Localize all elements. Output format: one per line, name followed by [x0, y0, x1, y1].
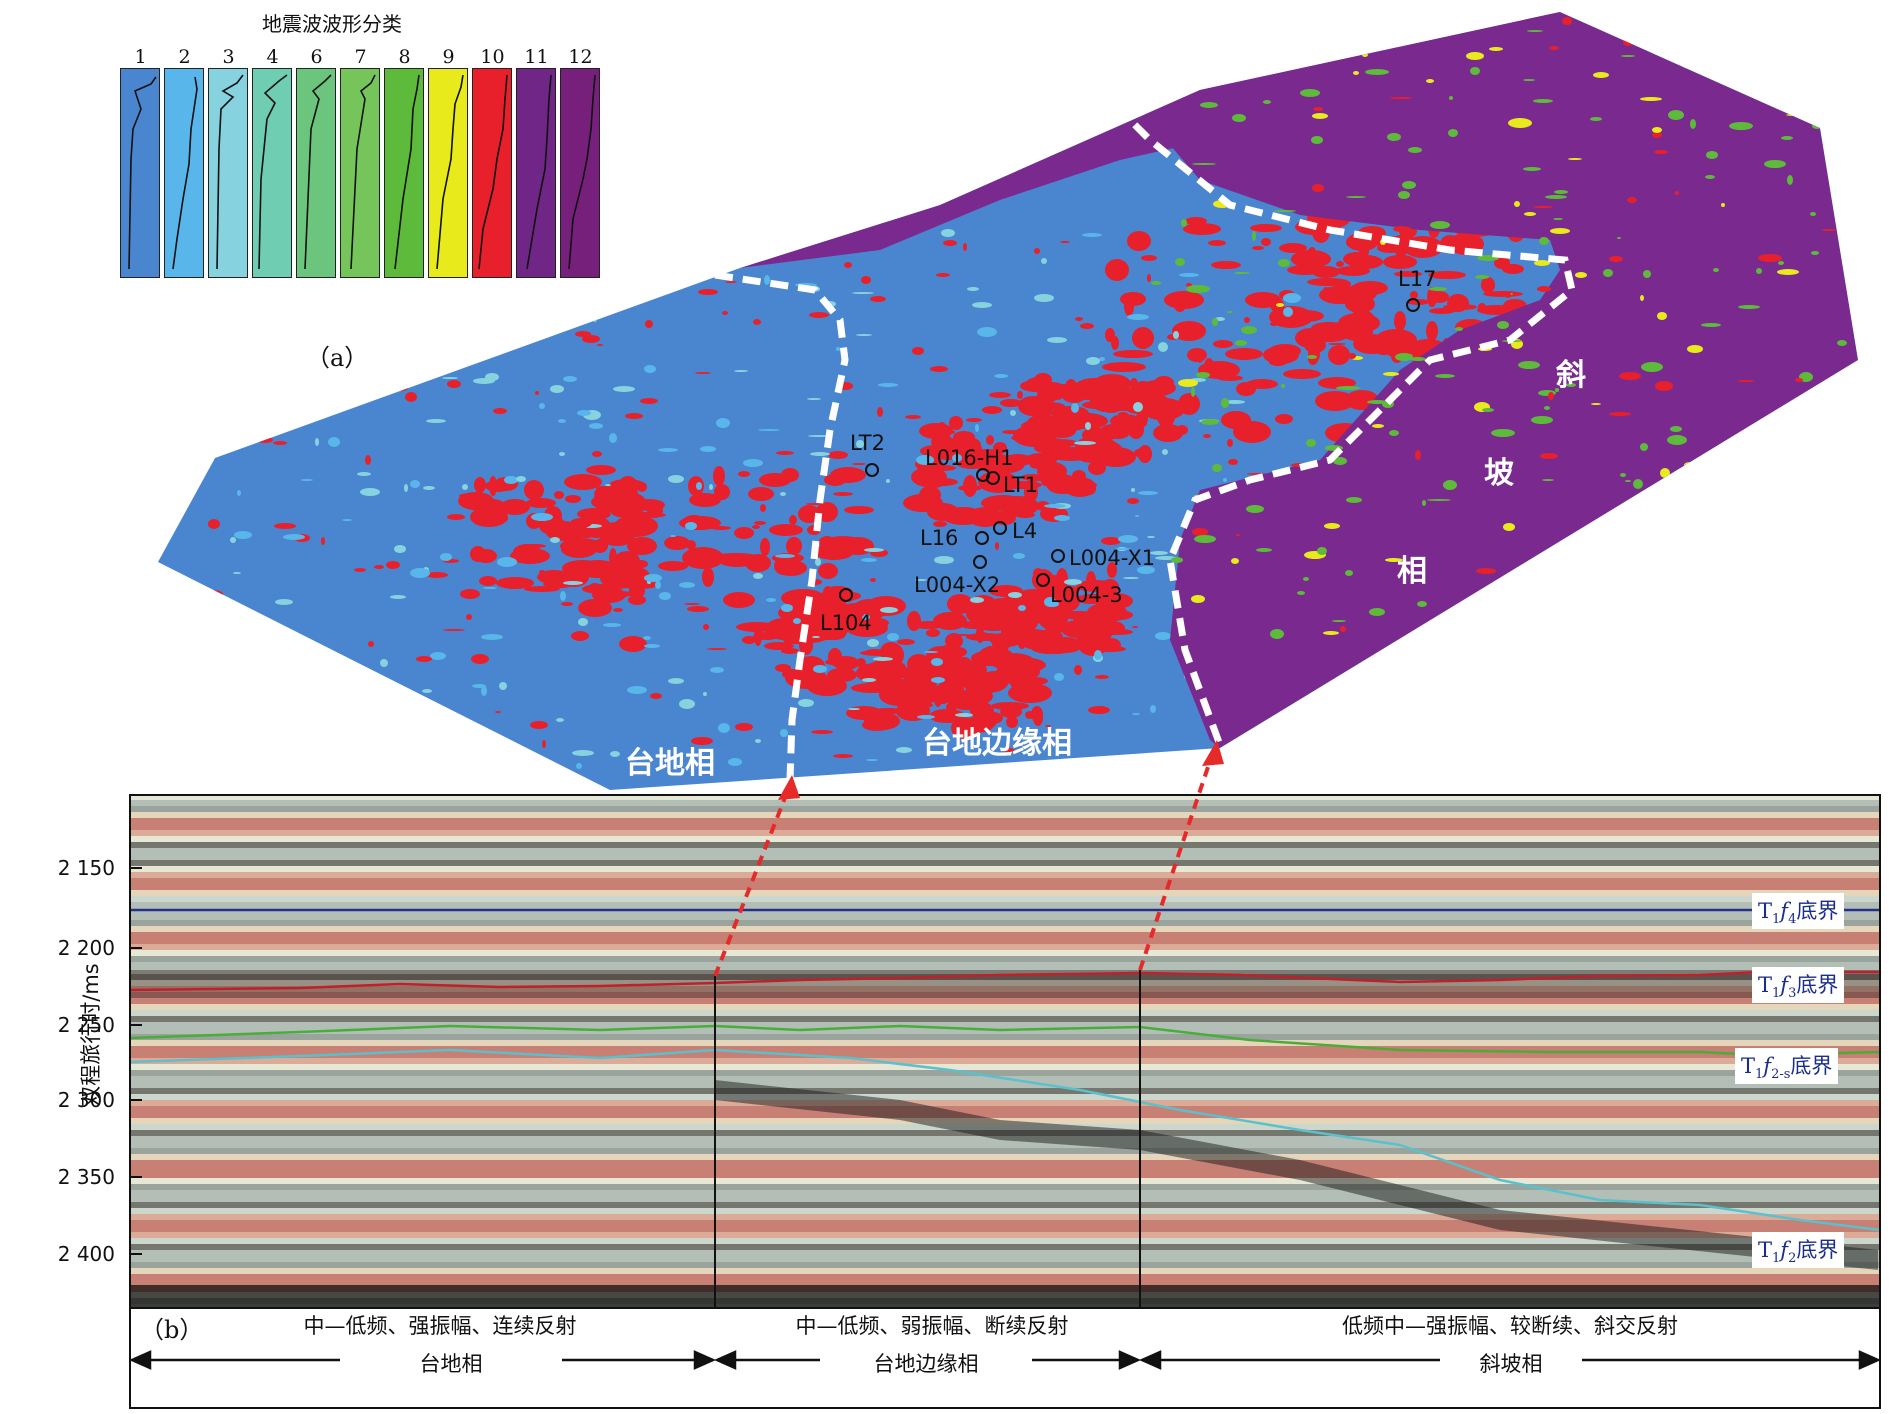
- segment-2-description: 中—低频、弱振幅、断续反射: [795, 1314, 1069, 1338]
- segment-2-facies: 台地边缘相: [820, 1348, 1032, 1378]
- well-marker: [865, 463, 879, 477]
- legend-class-number: 1: [134, 46, 147, 68]
- legend-class-number: 12: [568, 46, 593, 68]
- legend-class-swatch: [472, 68, 512, 278]
- horizon-label-tf2s: T1f2-s底界: [1735, 1048, 1839, 1085]
- well-label: L004-3: [1050, 583, 1123, 607]
- segment-3-facies: 斜坡相: [1440, 1348, 1582, 1378]
- y-tick-label: 2 400: [57, 1242, 115, 1266]
- well-marker: [976, 468, 990, 482]
- legend-class-swatch: [560, 68, 600, 278]
- well-marker: [1051, 549, 1065, 563]
- y-tick-label: 2 300: [57, 1088, 115, 1112]
- horizon-label-tf4: T1f4底界: [1752, 893, 1845, 930]
- legend-class-swatch: [516, 68, 556, 278]
- panel-b-label: （b）: [140, 1316, 204, 1344]
- slope-facies-char-2: 坡: [1484, 456, 1514, 491]
- horizon-tf2s-upper: [129, 1024, 1881, 1057]
- platform-margin-facies-label: 台地边缘相: [922, 726, 1072, 761]
- well-label: L004-X1: [1069, 546, 1155, 570]
- legend-class-number: 6: [310, 46, 323, 68]
- well-label: L17: [1398, 267, 1436, 291]
- legend-class-number: 7: [354, 46, 367, 68]
- segment-3-description: 低频中—强振幅、较断续、斜交反射: [1342, 1314, 1678, 1338]
- horizon-label-tf2: T1f2底界: [1752, 1232, 1845, 1269]
- well-marker: [973, 555, 987, 569]
- well-marker: [1406, 298, 1420, 312]
- legend-class-number: 2: [178, 46, 191, 68]
- well-label: LT1: [1003, 473, 1038, 497]
- well-marker: [993, 521, 1007, 535]
- legend-class-swatch: [428, 68, 468, 278]
- horizon-tf2: [129, 1048, 1881, 1232]
- well-marker: [1036, 573, 1050, 587]
- y-tick-label: 2 150: [57, 856, 115, 880]
- legend-class-swatch: [340, 68, 380, 278]
- well-label: L104: [820, 611, 872, 635]
- y-tick-label: 2 250: [57, 1013, 115, 1037]
- well-label: L004-X2: [914, 573, 1000, 597]
- legend-class-swatch: [384, 68, 424, 278]
- legend-class-swatch: [252, 68, 292, 278]
- slope-facies-char-3: 相: [1397, 554, 1427, 589]
- y-tick-label: 2 200: [57, 936, 115, 960]
- legend-class-number: 11: [524, 46, 549, 68]
- legend-class-swatch: [296, 68, 336, 278]
- legend-class-number: 8: [398, 46, 411, 68]
- horizon-label-tf3: T1f3底界: [1752, 967, 1845, 1004]
- panel-a-label: （a）: [306, 344, 369, 372]
- well-label: L16: [920, 526, 958, 550]
- segment-1-facies: 台地相: [340, 1348, 562, 1378]
- seismic-section: [128, 794, 1882, 1409]
- platform-facies-label: 台地相: [625, 746, 715, 781]
- legend-class-number: 9: [442, 46, 455, 68]
- legend-class-swatch: [208, 68, 248, 278]
- legend-title: 地震波波形分类: [262, 12, 402, 36]
- legend-class-number: 3: [222, 46, 235, 68]
- well-label: L016-H1: [925, 446, 1014, 470]
- slope-boundary-line: [1112, 102, 1576, 747]
- y-tick-label: 2 350: [57, 1165, 115, 1189]
- platform-boundary-line: [714, 271, 849, 781]
- segment-1-description: 中—低频、强振幅、连续反射: [303, 1314, 577, 1338]
- well-marker: [986, 471, 1000, 485]
- well-label: LT2: [850, 431, 885, 455]
- legend-class-swatch: [164, 68, 204, 278]
- legend-class-number: 4: [266, 46, 279, 68]
- horizon-tf3: [129, 970, 1880, 992]
- legend-class-swatch: [120, 68, 160, 278]
- legend-class-number: 10: [480, 46, 505, 68]
- well-label: L4: [1012, 519, 1037, 543]
- seismic-waveform-map: L17 LT2 L016-H1 LT1 L4 L16 L004-X1 L004-X2 L004-…: [158, 12, 1858, 790]
- slope-facies-char-1: 斜: [1556, 358, 1586, 393]
- well-marker: [839, 588, 853, 602]
- well-marker: [975, 531, 989, 545]
